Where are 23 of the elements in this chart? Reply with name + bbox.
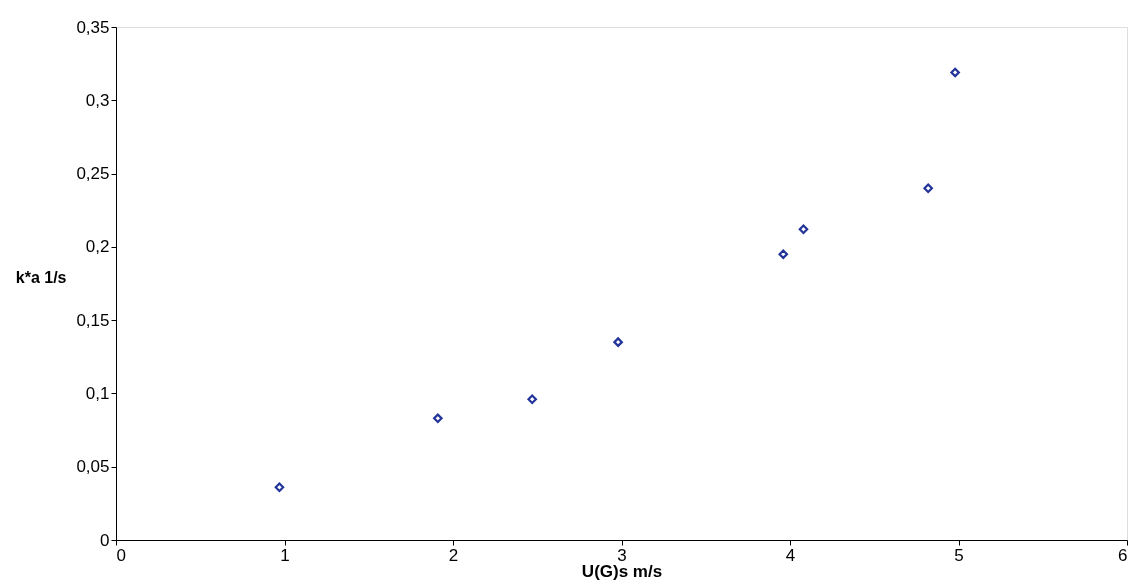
y-axis-title: k*a 1/s [15, 268, 67, 286]
y-tick-label: 0,35 [76, 17, 110, 37]
y-tick-label: 0,2 [85, 237, 110, 257]
x-tick-label: 1 [280, 545, 290, 565]
x-tick-label: 6 [1118, 545, 1128, 565]
x-tick-label: 5 [954, 545, 964, 565]
y-tick-label: 0,15 [76, 310, 110, 330]
point [923, 183, 933, 194]
point [798, 224, 809, 235]
y-tick-label: 0 [100, 530, 110, 550]
y-tick-label: 0,1 [85, 383, 110, 403]
y-tick-label: 0,05 [76, 457, 110, 477]
point [613, 337, 623, 347]
point [778, 249, 789, 259]
x-tick-label: 4 [785, 545, 796, 565]
x-tick-label: 2 [448, 545, 459, 565]
point [274, 482, 285, 493]
point [527, 394, 537, 405]
y-tick-label: 0,3 [85, 90, 110, 110]
point [433, 413, 443, 424]
point [950, 67, 960, 78]
x-tick-label: 0 [116, 545, 126, 565]
y-tick-label: 0,25 [76, 164, 110, 184]
